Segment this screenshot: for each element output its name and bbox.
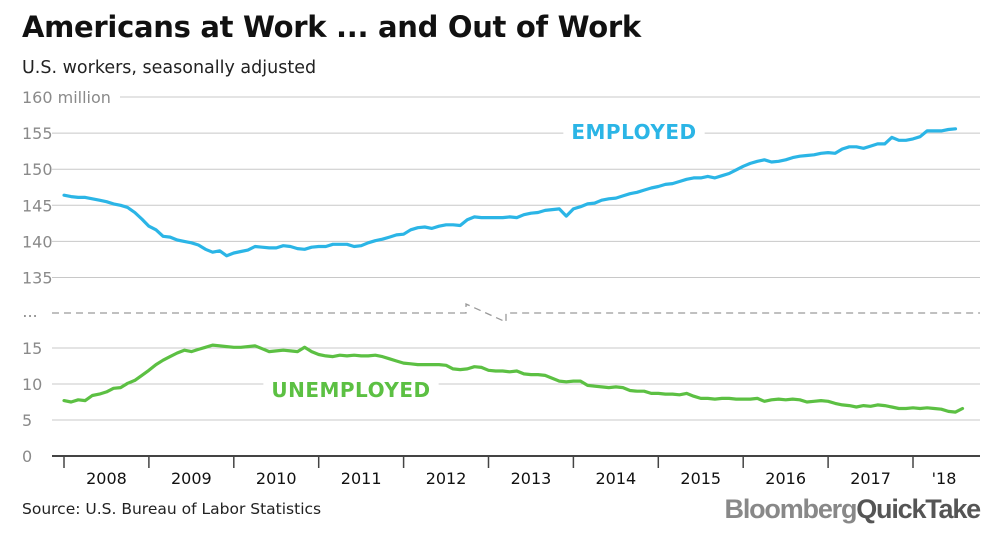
x-tick-label: 2015: [680, 469, 721, 488]
y-tick-label: 10: [22, 375, 42, 394]
employed-line: [62, 127, 958, 258]
chart-title: Americans at Work ... and Out of Work: [22, 10, 641, 44]
unemployed-series: UNEMPLOYED: [62, 343, 965, 414]
axis-break-line: [52, 302, 980, 324]
y-tick-label: 160 million: [22, 88, 111, 107]
y-tick-label: 15: [22, 339, 42, 358]
label-background: [263, 376, 439, 404]
unemployed-series-label: UNEMPLOYED: [271, 378, 430, 402]
x-tick-label: 2014: [595, 469, 636, 488]
y-tick-label: 145: [22, 196, 53, 215]
x-axis: 2008 2009 2010 2011 2012 2013 2014 2015 2016 2017…: [52, 455, 980, 488]
x-tick-label: 2008: [86, 469, 127, 488]
x-tick-label: 2013: [511, 469, 552, 488]
unemployed-line: [62, 343, 965, 414]
y-tick-label: 150: [22, 160, 53, 179]
x-tick-label: 2010: [256, 469, 297, 488]
source-note: Source: U.S. Bureau of Labor Statistics: [22, 500, 322, 518]
y-tick-label: 140: [22, 232, 53, 251]
axis-break-marker: ...: [22, 302, 37, 321]
y-axis-ticks: 160 million 155 150 145 140 135... 15 10 5 0: [22, 88, 111, 466]
gridlines: [52, 96, 980, 421]
chart-subtitle: U.S. workers, seasonally adjusted: [22, 58, 317, 78]
y-tick-label: 155: [22, 124, 53, 143]
y-tick-label: 135: [22, 269, 53, 288]
employed-series: EMPLOYED: [62, 118, 958, 258]
x-tick-label: 2017: [850, 469, 891, 488]
employed-series-label: EMPLOYED: [571, 120, 696, 144]
x-tick-label: 2011: [341, 469, 382, 488]
x-tick-label: 2009: [171, 469, 212, 488]
bloomberg-quicktake-logo: BloombergQuickTake: [724, 494, 982, 524]
label-background: [563, 118, 705, 146]
x-tick-label: 2012: [426, 469, 467, 488]
x-tick-label: '18: [932, 469, 957, 488]
y-tick-label: 5: [22, 411, 32, 430]
x-tick-label: 2016: [765, 469, 806, 488]
y-tick-label: 0: [22, 447, 32, 466]
